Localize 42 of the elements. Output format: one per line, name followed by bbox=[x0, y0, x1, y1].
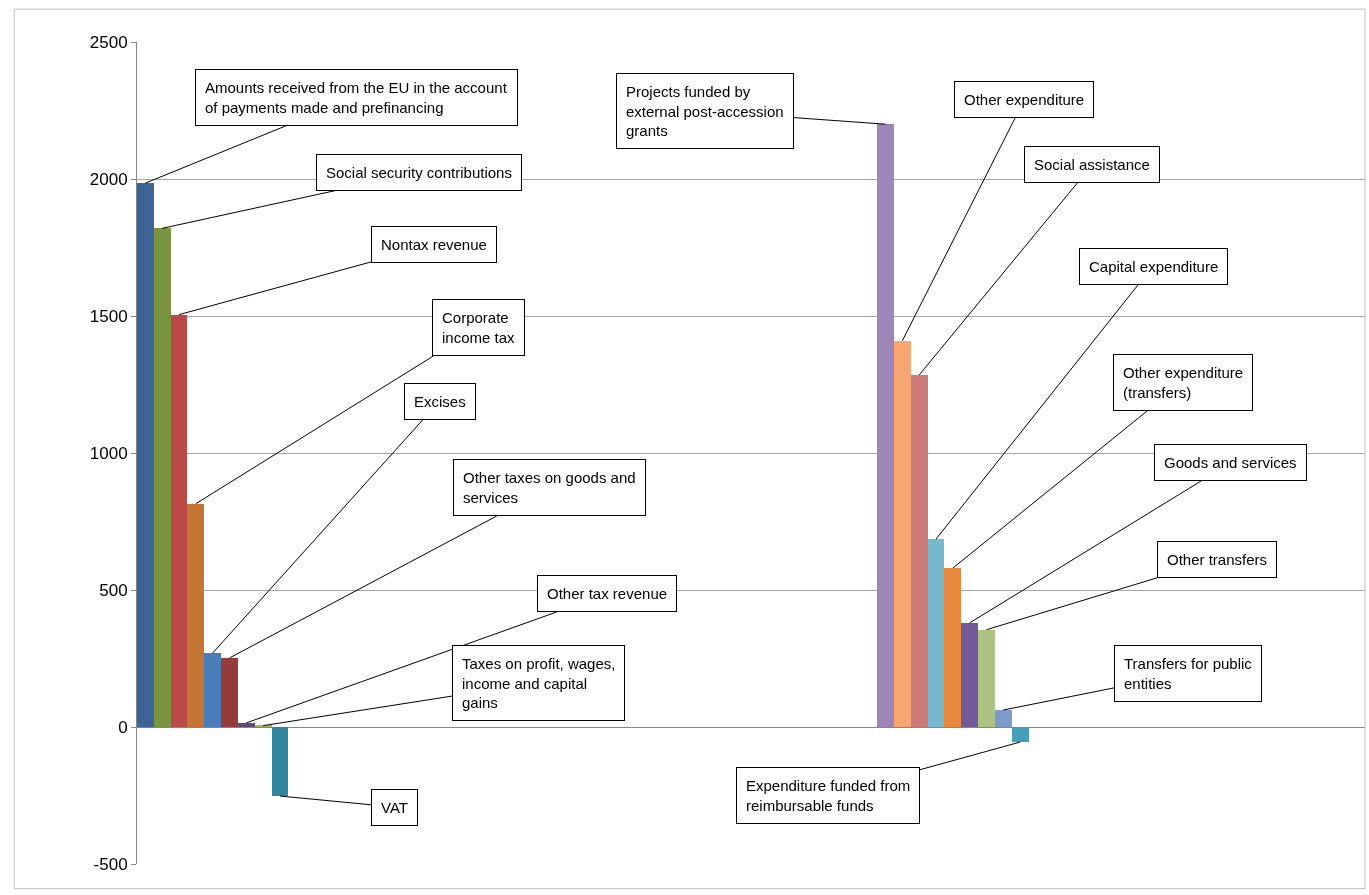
y-tick-label: 1500 bbox=[89, 306, 128, 326]
bar bbox=[171, 315, 187, 727]
bar bbox=[944, 568, 961, 727]
bar bbox=[238, 723, 255, 727]
y-tick-label: 1000 bbox=[89, 443, 128, 463]
bar bbox=[877, 124, 894, 727]
annotation: Capital expenditure bbox=[1089, 258, 1219, 275]
bar bbox=[911, 375, 928, 727]
annotation: Other transfers bbox=[1167, 551, 1268, 568]
annotation: Transfers for public entities bbox=[1124, 655, 1253, 692]
bar bbox=[1012, 727, 1029, 742]
bar bbox=[221, 658, 238, 727]
annotation: Taxes on profit, wages, income and capital gains bbox=[462, 655, 616, 711]
annotation: Expenditure funded from reimbursable funds bbox=[746, 777, 911, 814]
annotation: Corporate income tax bbox=[442, 309, 516, 346]
bar bbox=[272, 727, 288, 796]
annotation: Other expenditure bbox=[964, 91, 1085, 108]
annotation: VAT bbox=[381, 799, 408, 816]
bar bbox=[961, 623, 978, 727]
annotation: Nontax revenue bbox=[381, 236, 487, 253]
y-tick-label: -500 bbox=[93, 854, 128, 874]
annotation: Social assistance bbox=[1034, 156, 1150, 173]
annotation: Other expenditure (transfers) bbox=[1123, 364, 1244, 401]
y-tick-label: 0 bbox=[118, 717, 128, 737]
bar bbox=[204, 653, 221, 727]
bar bbox=[894, 341, 911, 727]
y-tick-label: 2000 bbox=[89, 169, 128, 189]
y-tick-label: 2500 bbox=[89, 32, 128, 52]
bar bbox=[978, 630, 995, 727]
annotation: Goods and services bbox=[1164, 454, 1297, 471]
annotation: Excises bbox=[414, 393, 466, 410]
y-tick-label: 500 bbox=[99, 580, 128, 600]
annotation: Social security contributions bbox=[326, 164, 512, 181]
bar bbox=[137, 183, 154, 727]
bar bbox=[995, 710, 1012, 727]
bar bbox=[154, 228, 171, 727]
bar bbox=[187, 504, 204, 727]
annotation: Other taxes on goods and services bbox=[463, 469, 636, 506]
bar bbox=[928, 539, 944, 727]
annotation: Amounts received from the EU in the account of payments made and prefinancing bbox=[205, 79, 508, 116]
annotation: Other tax revenue bbox=[547, 585, 668, 602]
annotation: Projects funded by external post-accession grants bbox=[626, 83, 784, 139]
